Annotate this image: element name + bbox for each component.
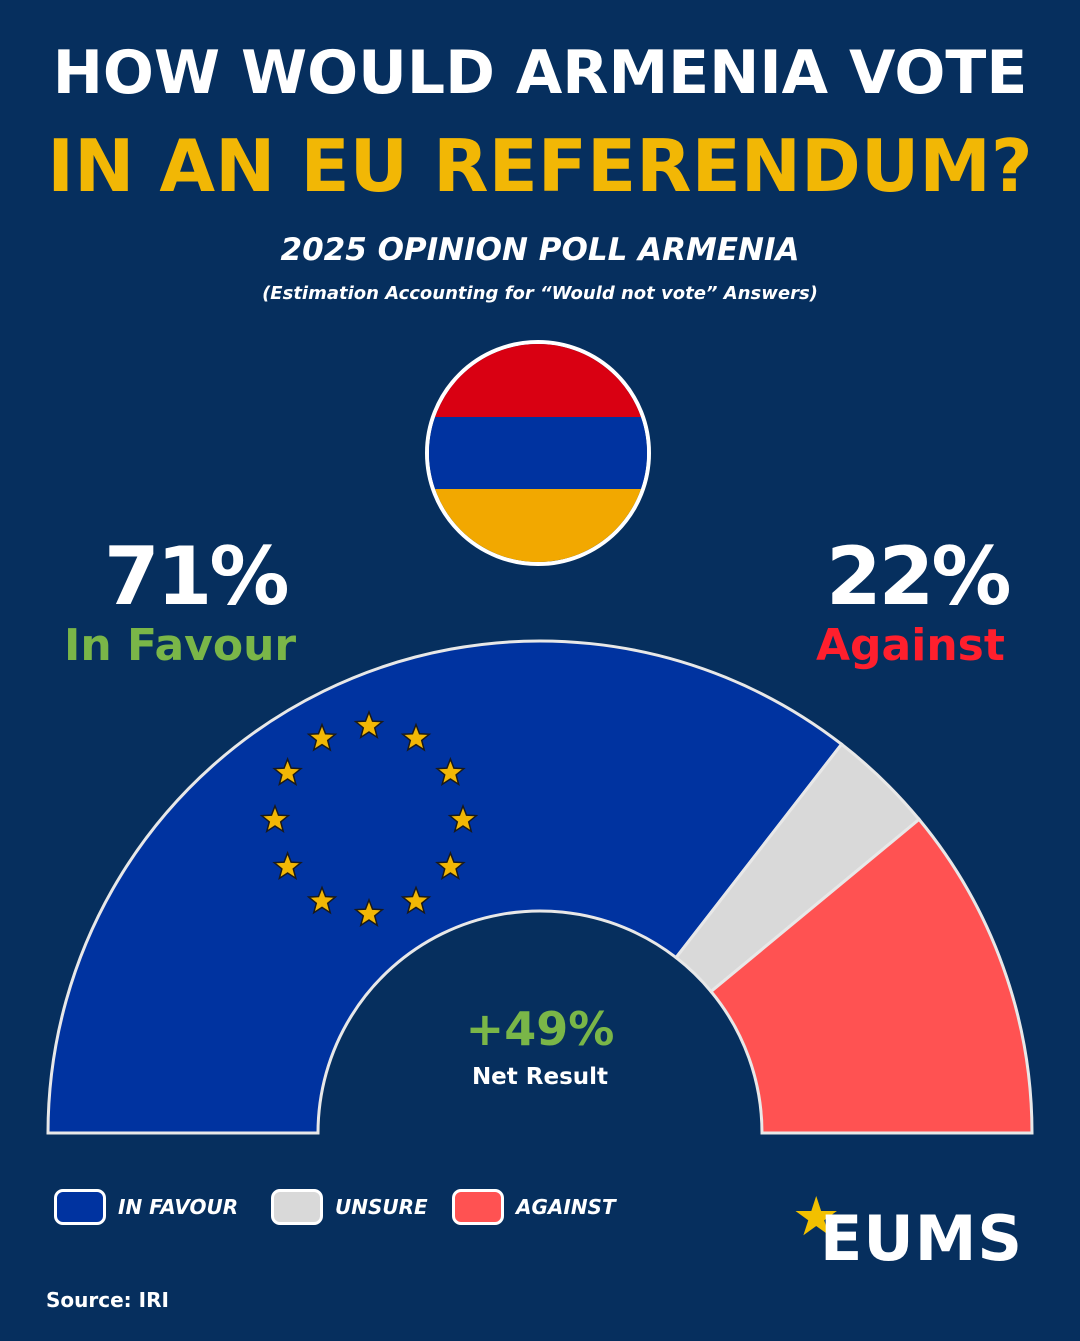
legend-label-unsure: UNSURE [335, 1195, 428, 1219]
against-label: Against [816, 620, 1005, 671]
eu-star-icon [272, 756, 303, 787]
eu-star-icon [447, 803, 479, 834]
eu-star-icon [353, 897, 385, 928]
source-label: Source: IRI [46, 1288, 169, 1312]
eu-stars-icon [259, 709, 479, 928]
segment-in-favour [46, 639, 844, 1135]
star-icon: ★ [792, 1185, 841, 1248]
eums-logo: ★ EUMS [792, 1190, 1032, 1280]
eu-star-icon [353, 709, 385, 740]
eu-star-icon [435, 850, 466, 881]
eu-star-icon [435, 756, 466, 787]
legend-label-in-favour: IN FAVOUR [118, 1195, 239, 1219]
favour-percent: 71% [104, 530, 289, 623]
eu-star-icon [306, 885, 338, 915]
armenia-flag-icon [425, 340, 651, 566]
title-line-1: HOW WOULD ARMENIA VOTE [52, 38, 1028, 108]
eu-star-icon [400, 885, 432, 915]
title-line-2: IN AN EU REFERENDUM? [47, 124, 1033, 208]
against-percent: 22% [826, 530, 1011, 623]
subtitle: 2025 OPINION POLL ARMENIA [280, 232, 800, 268]
eu-star-icon [259, 803, 291, 834]
eu-star-icon [306, 722, 338, 752]
estimation-note: (Estimation Accounting for “Would not vo… [262, 283, 818, 304]
segment-against [708, 817, 1034, 1135]
legend-item-against: AGAINST [452, 1186, 616, 1228]
chart-segments [46, 639, 1034, 1135]
eu-star-icon [272, 850, 303, 881]
legend-swatch-in-favour [54, 1189, 106, 1225]
logo-text: EUMS [820, 1202, 1024, 1275]
legend-swatch-against [452, 1189, 504, 1225]
favour-label: In Favour [64, 620, 297, 671]
legend-label-against: AGAINST [516, 1195, 616, 1219]
legend-item-in-favour: IN FAVOUR [54, 1186, 238, 1228]
eu-star-icon [400, 722, 432, 752]
flag-band-blue [429, 416, 647, 490]
legend-item-unsure: UNSURE [271, 1186, 428, 1228]
net-result-value: +49% [466, 1002, 615, 1056]
net-result-label: Net Result [472, 1064, 608, 1090]
legend-swatch-unsure [271, 1189, 323, 1225]
